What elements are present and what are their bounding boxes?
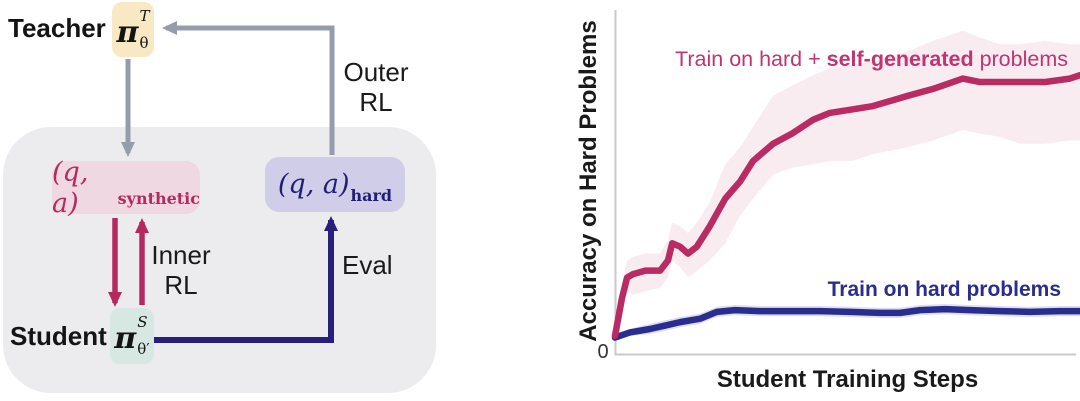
teacher-pi-scripts: T θ	[139, 6, 150, 52]
legend-self-generated-bold: self-generated	[826, 47, 974, 71]
hard-problems-node: (q, a) hard	[265, 157, 405, 212]
x-axis-label: Student Training Steps	[716, 366, 979, 393]
student-pi-superscript: S	[137, 313, 148, 331]
hard-only-series-line	[611, 305, 1080, 341]
teacher-student-diagram: Teacher π T θ Student π S θ′ (q, a) synt…	[3, 2, 436, 393]
teacher-label: Teacher	[8, 13, 106, 43]
origin-tick-label: 0	[597, 341, 609, 363]
self-generated-series-line	[611, 71, 1080, 340]
synthetic-qa-math: (q, a)	[52, 156, 89, 219]
synthetic-qa-subscript: synthetic	[117, 189, 200, 208]
student-pi-subscript: θ′	[137, 340, 150, 358]
teacher-policy-node: π T θ	[112, 2, 154, 57]
hard-qa-math: (q, a)	[277, 169, 350, 200]
outer-rl-arrow	[162, 21, 335, 155]
student-pi-scripts: S θ′	[137, 315, 149, 357]
outer-rl-label: Outer RL	[332, 57, 420, 117]
legend-self-generated-prefix: Train on hard +	[675, 47, 827, 71]
outer-rl-line2: RL	[359, 87, 393, 117]
outer-rl-line1: Outer	[343, 57, 409, 87]
student-label: Student	[10, 321, 107, 351]
student-pi-symbol: π	[114, 321, 137, 356]
synthetic-problems-node: (q, a) synthetic	[52, 157, 200, 219]
inner-rl-label: Inner RL	[146, 240, 216, 300]
eval-label: Eval	[342, 250, 393, 280]
inner-rl-line1: Inner	[151, 240, 211, 270]
y-axis-label: Accuracy on Hard Problems	[575, 20, 602, 342]
teacher-pi-superscript: T	[139, 6, 150, 25]
hard-qa-subscript: hard	[350, 186, 393, 205]
legend-self-generated-suffix: problems	[973, 47, 1068, 71]
eval-arrow	[153, 216, 338, 343]
teacher-pi-symbol: π	[116, 14, 139, 50]
student-policy-node: π S θ′	[110, 308, 154, 364]
legend-hard-only: Train on hard problems	[827, 278, 1061, 301]
legend-self-generated: Train on hard + self-generated problems	[675, 47, 1068, 72]
inner-rl-line2: RL	[164, 270, 198, 300]
chart-plot-area	[611, 10, 1080, 356]
self-generated-confidence-band	[615, 30, 1080, 340]
teacher-pi-subscript: θ	[139, 33, 149, 52]
accuracy-chart: Accuracy on Hard Problems 0 Student Trai…	[540, 0, 1080, 401]
diagram-arrows	[108, 21, 338, 343]
